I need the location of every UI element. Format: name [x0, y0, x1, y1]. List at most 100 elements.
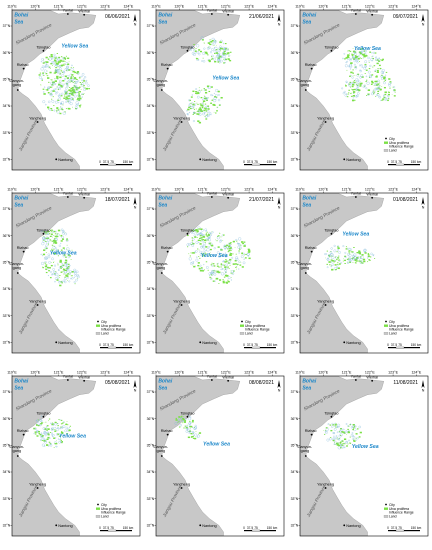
influence-range: [213, 98, 217, 103]
ulva-patch: [51, 229, 53, 231]
ulva-patch: [350, 93, 352, 95]
ulva-patch: [333, 261, 335, 263]
ulva-patch: [387, 93, 390, 96]
ulva-patch: [367, 261, 369, 263]
ulva-patch: [374, 52, 377, 54]
ulva-patch: [218, 283, 220, 284]
city-label: gang: [13, 83, 21, 87]
influence-range: [60, 426, 63, 430]
influence-range: [359, 69, 361, 72]
influence-range: [238, 252, 240, 254]
ulva-patch: [236, 240, 238, 242]
ulva-patch: [66, 432, 68, 434]
influence-range: [218, 52, 221, 55]
ulva-patch: [204, 108, 207, 110]
influence-range: [43, 69, 47, 73]
influence-range: [188, 422, 191, 425]
influence-range: [335, 436, 338, 439]
scale-label: 75: [110, 526, 114, 530]
map-panel: 119°E 120°E 121°E 122°E 123°E 124°E 37°N 36°N 35…: [0, 0, 144, 183]
legend-ulva-icon: [96, 507, 100, 510]
scale-label: 0: [243, 526, 245, 530]
influence-range: [201, 245, 204, 248]
ulva-patch: [363, 260, 366, 263]
influence-range: [62, 57, 65, 60]
lon-tick-label: 124°E: [411, 5, 421, 9]
ulva-patch: [48, 418, 51, 420]
ulva-patch: [215, 278, 216, 280]
lat-tick-label: 32°N: [3, 524, 11, 528]
lon-tick-label: 121°E: [198, 5, 208, 9]
city-label: gang: [301, 266, 309, 270]
scale-segment: [244, 164, 252, 166]
scale-label: 37.5: [103, 526, 109, 530]
city-label: Tsingtao: [36, 411, 50, 415]
influence-range: [375, 82, 379, 86]
influence-range: [360, 64, 363, 67]
lat-tick-label: 33°N: [291, 314, 299, 318]
yellow-sea-label: Yellow Sea: [354, 46, 381, 52]
ulva-patch: [71, 271, 74, 273]
lat-tick-label: 33°N: [3, 314, 11, 318]
ulva-patch: [49, 229, 52, 231]
ulva-patch: [209, 276, 211, 278]
city-marker: [227, 196, 230, 199]
influence-range: [63, 263, 67, 267]
map-svg: 119°E 120°E 121°E 122°E 123°E 124°E37°N36°N35…: [3, 371, 141, 537]
ulva-patch: [342, 432, 344, 434]
ulva-patch: [196, 237, 198, 238]
ulva-patch: [349, 86, 351, 88]
ulva-patch: [65, 96, 68, 99]
influence-range: [61, 250, 65, 255]
influence-range: [235, 239, 238, 242]
lat-tick-label: 36°N: [3, 417, 11, 421]
ulva-patch: [190, 436, 193, 438]
ulva-patch: [338, 431, 341, 433]
influence-range: [336, 266, 338, 269]
ulva-patch: [379, 82, 381, 84]
influence-range: [224, 47, 228, 51]
scale-label: 150 km: [267, 160, 278, 164]
ulva-patch: [361, 254, 364, 256]
ulva-patch: [61, 282, 63, 284]
influence-range: [213, 92, 215, 94]
influence-range: [51, 61, 55, 64]
city-label: Tsingtao: [180, 228, 194, 232]
ulva-patch: [348, 93, 350, 95]
city-marker: [371, 379, 374, 382]
legend-land: Land: [389, 331, 397, 335]
scale-label: 75: [398, 343, 402, 347]
ulva-patch: [353, 88, 356, 91]
influence-range: [337, 446, 341, 450]
ulva-patch: [336, 259, 338, 261]
city-label: Yancheng: [173, 117, 190, 121]
ulva-patch: [70, 275, 72, 277]
influence-range: [356, 83, 359, 86]
city-marker: [324, 304, 327, 306]
ulva-patch: [355, 84, 357, 86]
ulva-patch: [54, 78, 55, 80]
influence-range: [65, 239, 69, 242]
ulva-patch: [204, 95, 206, 97]
ulva-patch: [224, 53, 227, 55]
influence-range: [355, 439, 357, 442]
influence-range: [345, 80, 348, 83]
ulva-patch: [44, 428, 47, 430]
influence-range: [208, 246, 210, 248]
influence-range: [363, 248, 367, 252]
ulva-patch: [224, 43, 227, 45]
influence-range: [383, 81, 386, 85]
ulva-patch: [210, 40, 213, 43]
ulva-patch: [67, 90, 69, 92]
ulva-patch: [347, 428, 349, 430]
scale-label: 150 km: [123, 526, 134, 530]
ulva-patch: [361, 76, 364, 78]
ulva-patch: [352, 89, 355, 91]
ulva-patch: [348, 92, 350, 94]
influence-range: [74, 274, 77, 277]
ulva-patch: [190, 229, 192, 231]
ulva-patch: [44, 240, 46, 242]
ulva-patch: [53, 235, 55, 236]
lon-tick-label: 120°E: [30, 188, 40, 192]
